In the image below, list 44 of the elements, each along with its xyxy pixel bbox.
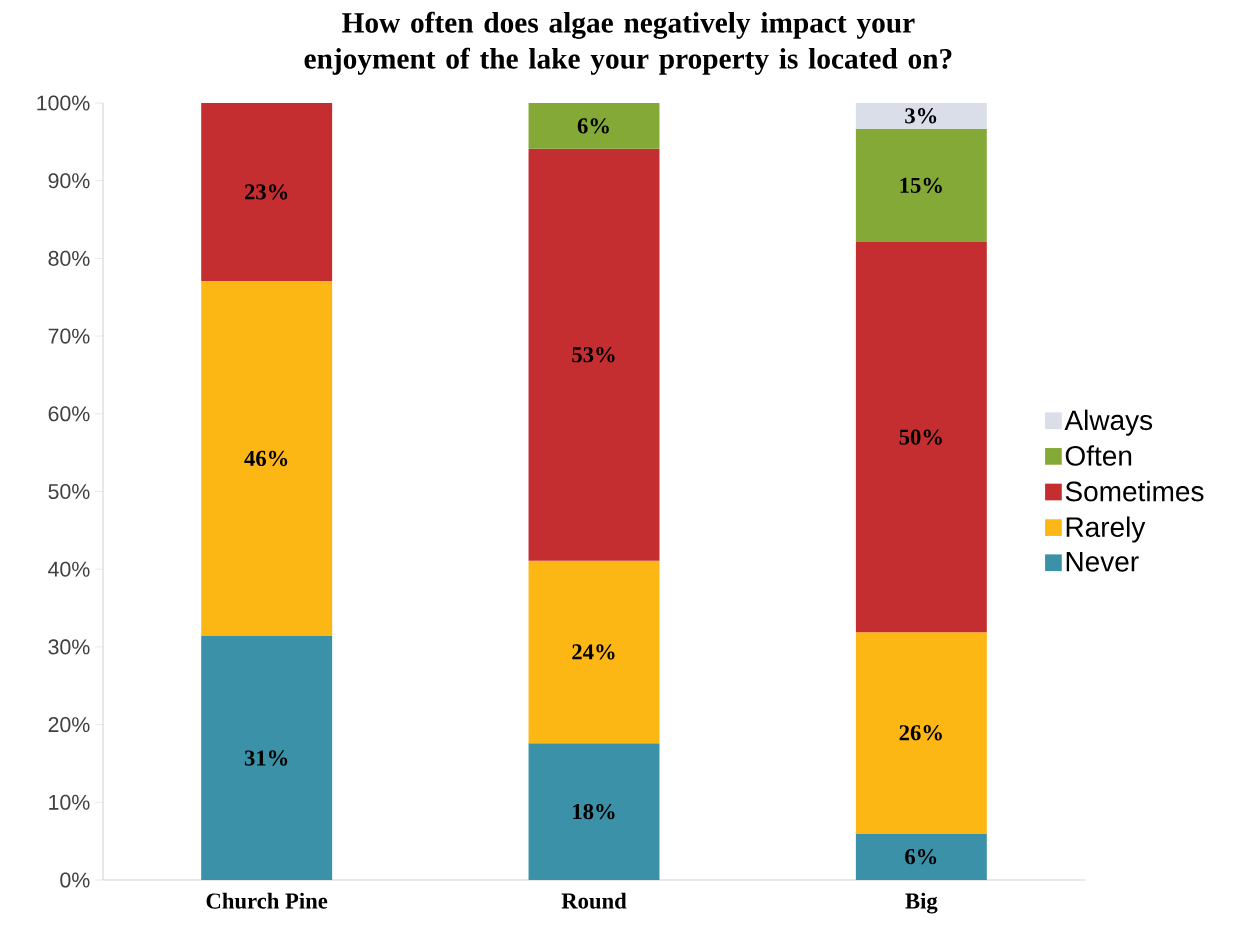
x-tick-label: Big xyxy=(905,892,938,914)
data-label: 24% xyxy=(572,644,615,660)
y-tick-label: 10% xyxy=(49,794,90,810)
bar xyxy=(855,833,987,880)
data-label: 3% xyxy=(905,108,937,124)
bar xyxy=(855,128,987,243)
y-tick-label: 30% xyxy=(48,639,90,655)
data-label: 6% xyxy=(905,849,937,865)
data-label: 23% xyxy=(244,184,288,200)
y-tick-label: 60% xyxy=(48,406,90,422)
data-label: 26% xyxy=(899,725,942,741)
bar xyxy=(855,242,987,633)
bar xyxy=(201,102,333,281)
data-label: 18% xyxy=(573,803,615,820)
data-label: 53% xyxy=(572,347,615,363)
data-label: 31% xyxy=(244,750,288,766)
bar xyxy=(855,102,987,129)
y-tick-label: 70% xyxy=(48,328,90,344)
legend-label: Never xyxy=(1066,552,1139,572)
data-label: 46% xyxy=(244,450,288,467)
bar xyxy=(201,636,333,880)
data-label: 6% xyxy=(577,118,609,134)
bar xyxy=(855,632,987,834)
y-tick-label: 100% xyxy=(37,95,90,111)
y-tick-label: 50% xyxy=(48,483,90,500)
data-label: 15% xyxy=(900,177,942,194)
bar xyxy=(528,560,660,744)
x-tick-label: Round xyxy=(561,892,627,909)
legend-label: Always xyxy=(1064,409,1153,436)
bar xyxy=(528,102,660,149)
bar xyxy=(528,743,660,880)
y-tick-label: 40% xyxy=(48,561,90,577)
y-tick-label: 90% xyxy=(48,173,90,189)
data-label: 50% xyxy=(899,429,942,445)
legend-label: Often xyxy=(1065,445,1132,466)
legend-label: Sometimes xyxy=(1065,480,1204,502)
x-tick-label: Church Pine xyxy=(206,892,328,909)
y-tick-label: 20% xyxy=(48,717,90,733)
bar xyxy=(528,148,660,561)
chart-title: How often does algae negatively impact your enjoyment of the lake your property is located on? xyxy=(304,11,952,75)
y-tick-label: 0% xyxy=(60,872,90,888)
bar xyxy=(201,280,333,637)
y-tick-label: 80% xyxy=(48,250,90,266)
legend-label: Rarely xyxy=(1066,516,1146,543)
